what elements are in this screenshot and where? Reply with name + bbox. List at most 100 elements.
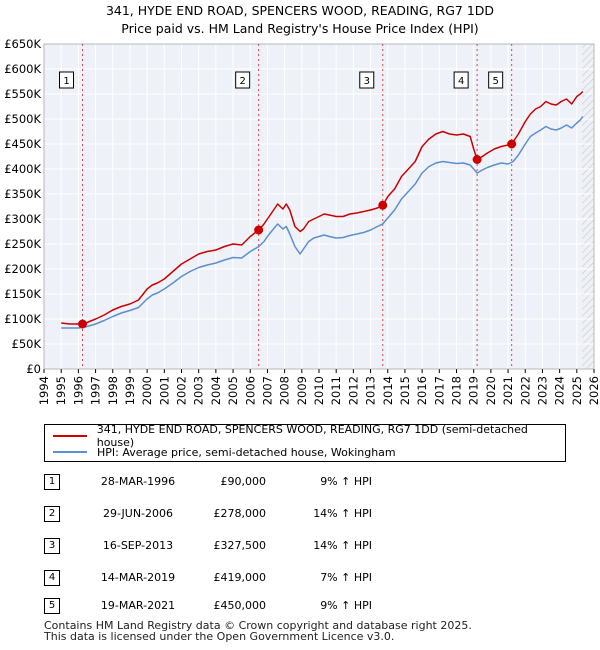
- sale-date: 16-SEP-2013: [102, 539, 174, 552]
- sale-date: 28-MAR-1996: [100, 475, 176, 488]
- legend-label-property: 341, HYDE END ROAD, SPENCERS WOOD, READI…: [96, 423, 528, 449]
- x-tick-label: 2000: [140, 376, 154, 405]
- sale-label-text: 4: [458, 76, 464, 87]
- sale-point: [472, 155, 482, 164]
- x-tick-label: 2012: [346, 376, 360, 405]
- table-row: 2 29-JUN-2006 £278,000 14% ↑ HPI: [44, 506, 424, 522]
- x-tick-label: 2023: [535, 376, 549, 405]
- y-tick-label: £550K: [4, 87, 41, 101]
- x-tick-label: 2015: [398, 376, 412, 405]
- x-tick-label: 2009: [295, 376, 309, 405]
- y-tick-label: £650K: [4, 37, 41, 51]
- price-chart: 1 2 3 4 5 £0 £50K £100K £150K £200K £250K £300K £35…: [4, 37, 600, 405]
- sale-hpi-change: 9% ↑ HPI: [320, 475, 372, 488]
- hpi-series-line: [61, 116, 584, 329]
- forecast-hatch: [581, 44, 594, 369]
- x-tick-label: 2020: [484, 376, 498, 405]
- x-tick-label: 1999: [123, 376, 137, 405]
- y-tick-label: £50K: [12, 337, 42, 351]
- x-tick-label: 2016: [415, 376, 429, 405]
- y-tick-label: £0: [26, 362, 41, 376]
- footer-copyright: Contains HM Land Registry data © Crown c…: [44, 619, 472, 632]
- x-tick-label: 2006: [243, 376, 257, 405]
- x-tick-label: 1997: [89, 376, 103, 405]
- sale-point: [378, 200, 388, 210]
- x-tick-label: 1998: [106, 376, 120, 405]
- y-tick-label: £600K: [4, 62, 41, 76]
- sale-label-box: [359, 71, 375, 89]
- sale-price: £90,000: [220, 475, 267, 488]
- y-tick-label: £300K: [4, 212, 41, 226]
- chart-title: 341, HYDE END ROAD, SPENCERS WOOD, READI…: [105, 3, 495, 18]
- y-tick-label: £100K: [4, 312, 41, 326]
- sale-price: £419,000: [213, 571, 267, 584]
- x-tick-label: 1995: [54, 376, 68, 405]
- legend-item-property: 341, HYDE END ROAD, SPENCERS WOOD, READI…: [53, 423, 565, 449]
- sale-number-badge: 4: [44, 570, 60, 586]
- y-tick-label: £350K: [4, 187, 41, 201]
- x-tick-label: 2021: [501, 376, 515, 405]
- sale-hpi-change: 14% ↑ HPI: [313, 507, 372, 520]
- y-tick-label: £450K: [4, 137, 41, 151]
- sale-label-text: 5: [492, 76, 498, 87]
- sale-number-badge: 2: [44, 506, 60, 522]
- sale-hpi-change: 7% ↑ HPI: [320, 571, 372, 584]
- sale-date: 29-JUN-2006: [102, 507, 174, 520]
- plot-frame: [43, 43, 595, 370]
- axes: £0 £50K £100K £150K £200K £250K £300K £350K £400…: [4, 37, 600, 405]
- legend-item-hpi: HPI: Average price, semi-detached house,…: [53, 444, 396, 460]
- x-tick-label: 2001: [157, 376, 171, 405]
- x-tick-label: 1994: [37, 376, 51, 405]
- sale-price: £327,500: [213, 539, 267, 552]
- x-tick-label: 2004: [209, 376, 223, 405]
- x-tick-label: 2017: [432, 376, 446, 405]
- x-tick-label: 2014: [381, 376, 395, 405]
- x-tick-label: 2005: [226, 376, 240, 405]
- legend-label-hpi: HPI: Average price, semi-detached house,…: [97, 445, 396, 459]
- chart-subtitle: Price paid vs. HM Land Registry's House …: [121, 21, 479, 36]
- sale-number-badge: 5: [44, 598, 60, 614]
- footer-license: This data is licensed under the Open Gov…: [44, 630, 395, 643]
- x-tick-label: 2010: [312, 376, 326, 405]
- sale-label-text: 3: [364, 76, 370, 87]
- table-row: 5 19-MAR-2021 £450,000 9% ↑ HPI: [44, 598, 424, 614]
- x-tick-label: 2025: [570, 376, 584, 405]
- y-tick-label: £250K: [4, 237, 41, 251]
- y-tick-label: £150K: [4, 287, 41, 301]
- sale-vlines: [82, 44, 513, 369]
- y-tick-label: £500K: [4, 112, 41, 126]
- sale-label-box: [488, 71, 504, 89]
- x-tick-label: 2018: [450, 376, 464, 405]
- sale-label-text: 1: [63, 76, 69, 87]
- sale-labels: 1 2 3 4 5: [59, 71, 504, 89]
- sale-hpi-change: 14% ↑ HPI: [313, 539, 372, 552]
- x-tick-label: 2003: [192, 376, 206, 405]
- y-tick-label: £200K: [4, 262, 41, 276]
- x-tick-label: 2026: [587, 376, 600, 405]
- sale-price: £278,000: [213, 507, 267, 520]
- sale-point: [507, 139, 517, 149]
- legend: 341, HYDE END ROAD, SPENCERS WOOD, READI…: [44, 423, 566, 462]
- legend-swatch-hpi: [53, 451, 87, 453]
- sale-point: [254, 225, 264, 235]
- y-tick-label: £400K: [4, 162, 41, 176]
- sale-label-text: 2: [239, 76, 245, 87]
- grid: [43, 43, 595, 370]
- sale-number-badge: 1: [44, 474, 60, 490]
- sale-label-box: [59, 71, 74, 89]
- table-row: 3 16-SEP-2013 £327,500 14% ↑ HPI: [44, 538, 424, 554]
- sale-hpi-change: 9% ↑ HPI: [320, 599, 372, 612]
- sale-label-box: [235, 71, 251, 89]
- x-tick-label: 2002: [175, 376, 189, 405]
- sale-date: 14-MAR-2019: [100, 571, 176, 584]
- sale-point: [78, 319, 87, 329]
- sale-markers: [78, 139, 517, 329]
- sale-date: 19-MAR-2021: [100, 599, 176, 612]
- x-tick-label: 2011: [329, 376, 343, 405]
- x-tick-label: 2019: [467, 376, 481, 405]
- sale-price: £450,000: [213, 599, 267, 612]
- x-tick-label: 2013: [364, 376, 378, 405]
- x-tick-label: 2022: [518, 376, 532, 405]
- x-tick-label: 2024: [553, 376, 567, 405]
- x-tick-label: 2007: [260, 376, 274, 405]
